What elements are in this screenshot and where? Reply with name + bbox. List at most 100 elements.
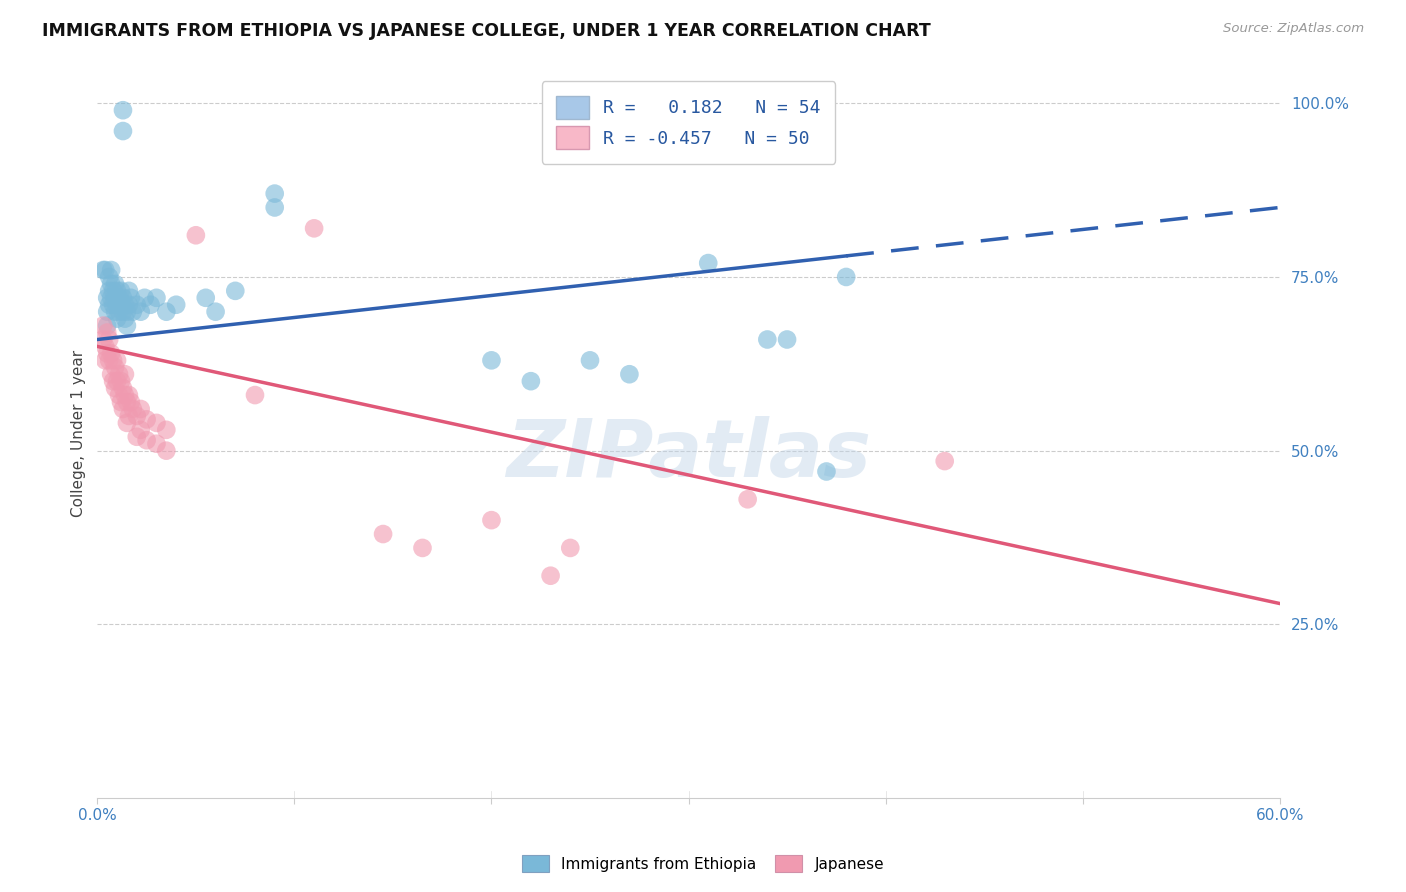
Point <box>224 284 246 298</box>
Point <box>263 186 285 201</box>
Point <box>540 568 562 582</box>
Point <box>100 291 122 305</box>
Point <box>111 401 134 416</box>
Point <box>111 103 134 118</box>
Point <box>125 298 148 312</box>
Point <box>115 416 138 430</box>
Point <box>815 465 838 479</box>
Point <box>98 353 121 368</box>
Point <box>98 333 121 347</box>
Text: ZIPatlas: ZIPatlas <box>506 417 872 494</box>
Text: IMMIGRANTS FROM ETHIOPIA VS JAPANESE COLLEGE, UNDER 1 YEAR CORRELATION CHART: IMMIGRANTS FROM ETHIOPIA VS JAPANESE COL… <box>42 22 931 40</box>
Point <box>302 221 325 235</box>
Legend: R =   0.182   N = 54, R = -0.457   N = 50: R = 0.182 N = 54, R = -0.457 N = 50 <box>541 81 835 164</box>
Point <box>120 395 142 409</box>
Point <box>105 284 128 298</box>
Point <box>135 412 157 426</box>
Point <box>100 277 122 291</box>
Point <box>105 298 128 312</box>
Point <box>118 388 141 402</box>
Point <box>118 284 141 298</box>
Point <box>115 304 138 318</box>
Point <box>96 304 118 318</box>
Point <box>100 346 122 360</box>
Point <box>111 291 134 305</box>
Point <box>110 395 132 409</box>
Y-axis label: College, Under 1 year: College, Under 1 year <box>72 350 86 516</box>
Point <box>104 291 127 305</box>
Point <box>118 298 141 312</box>
Point <box>520 374 543 388</box>
Point <box>134 291 156 305</box>
Point <box>114 298 136 312</box>
Point <box>756 333 779 347</box>
Point <box>101 374 124 388</box>
Point <box>184 228 207 243</box>
Point <box>115 318 138 333</box>
Point <box>104 304 127 318</box>
Point <box>100 368 122 382</box>
Point <box>145 291 167 305</box>
Point <box>835 269 858 284</box>
Point <box>96 291 118 305</box>
Point <box>98 298 121 312</box>
Point <box>108 291 131 305</box>
Point <box>129 304 152 318</box>
Point <box>135 434 157 448</box>
Point <box>145 416 167 430</box>
Point <box>145 436 167 450</box>
Point <box>155 304 177 318</box>
Point <box>96 318 118 333</box>
Point <box>155 443 177 458</box>
Point <box>125 430 148 444</box>
Point <box>100 263 122 277</box>
Point <box>108 388 131 402</box>
Point <box>110 374 132 388</box>
Text: Source: ZipAtlas.com: Source: ZipAtlas.com <box>1223 22 1364 36</box>
Point <box>120 291 142 305</box>
Point <box>560 541 582 555</box>
Point <box>101 298 124 312</box>
Point <box>96 346 118 360</box>
Point <box>125 409 148 423</box>
Point <box>101 353 124 368</box>
Point <box>121 401 143 416</box>
Point <box>111 124 134 138</box>
Point <box>579 353 602 368</box>
Point <box>105 353 128 368</box>
Point <box>194 291 217 305</box>
Point <box>96 326 118 340</box>
Point <box>697 256 720 270</box>
Point <box>619 368 641 382</box>
Point <box>243 388 266 402</box>
Point <box>139 298 162 312</box>
Legend: Immigrants from Ethiopia, Japanese: Immigrants from Ethiopia, Japanese <box>515 847 891 880</box>
Point <box>411 541 433 555</box>
Point <box>204 304 226 318</box>
Point <box>114 311 136 326</box>
Point <box>371 527 394 541</box>
Point <box>105 311 128 326</box>
Point <box>91 333 114 347</box>
Point <box>165 298 187 312</box>
Point <box>91 263 114 277</box>
Point <box>104 277 127 291</box>
Point <box>98 269 121 284</box>
Point <box>98 284 121 298</box>
Point <box>110 298 132 312</box>
Point <box>108 368 131 382</box>
Point <box>129 401 152 416</box>
Point <box>121 304 143 318</box>
Point <box>104 360 127 375</box>
Point <box>104 381 127 395</box>
Point <box>110 284 132 298</box>
Point <box>94 339 117 353</box>
Point <box>105 374 128 388</box>
Point <box>114 368 136 382</box>
Point <box>111 381 134 395</box>
Point <box>934 454 956 468</box>
Point <box>94 353 117 368</box>
Point <box>118 409 141 423</box>
Point <box>115 395 138 409</box>
Point <box>91 318 114 333</box>
